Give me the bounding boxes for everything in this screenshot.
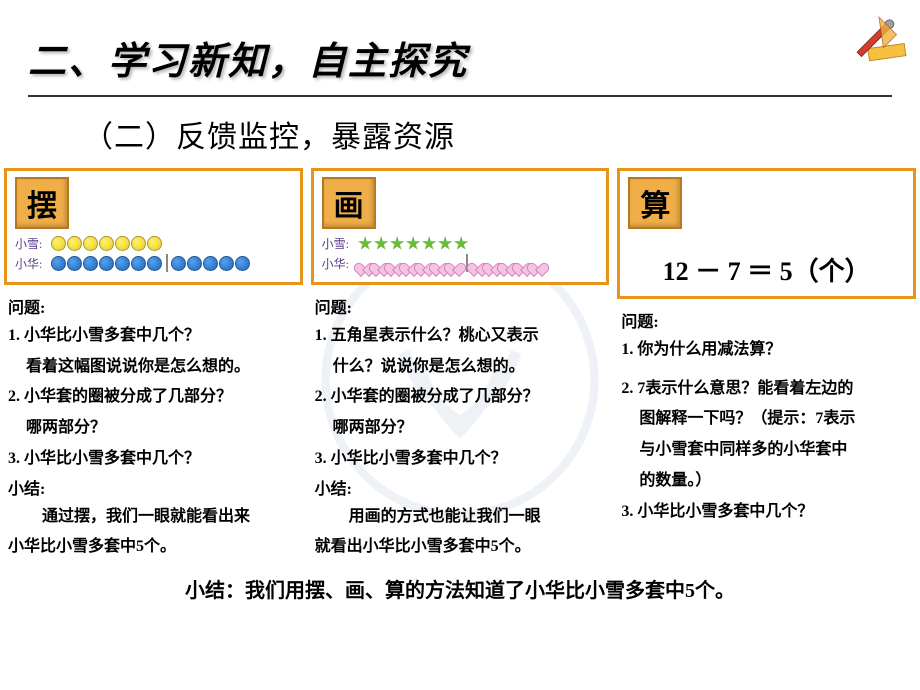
question-line: 哪两部分？ [8,416,299,441]
card: 摆小雪: 小华: [4,168,303,285]
summary-header: 小结: [8,478,299,503]
summary-line: 就看出小华比小雪多套中5个。 [315,535,606,560]
question-line: 3. 小华比小雪多套中几个？ [621,500,912,525]
question-line: 的数量。） [621,469,912,494]
question-block: 问题:1. 五角星表示什么？桃心又表示什么？说说你是怎么想的。 2. 小华套的圈被… [311,285,610,566]
question-line: 与小雪套中同样多的小华套中 [621,438,912,463]
question-block: 问题:1. 你为什么用减法算？ 2. 7表示什么意思？能看着左边的图解释一下吗？（… [617,299,916,531]
row-label: 小华: [15,255,47,272]
question-line: 2. 7表示什么意思？能看着左边的 [621,377,912,402]
question-line: 1. 五角星表示什么？桃心又表示 [315,324,606,349]
visual-rows: 小雪: 小华: [15,235,292,272]
question-line: 图解释一下吗？（提示：7表示 [621,407,912,432]
slide-page: 二、学习新知，自主探究 （二）反馈监控，暴露资源 摆小雪:小华:问题:1. 小华… [0,0,920,613]
subtitle: （二）反馈监控，暴露资源 [83,112,892,156]
question-header: 问题: [315,297,606,322]
equation: 12 － 7 ＝ 5（个） [628,251,905,288]
main-title: 二、学习新知，自主探究 [28,30,892,85]
column-1: 画小雪: 小华: 问题:1. 五角星表示什么？桃心又表示什么？说说你是怎么想的。 2.… [311,168,610,566]
question-line: 3. 小华比小雪多套中几个？ [8,447,299,472]
question-block: 问题:1. 小华比小雪多套中几个？ 看着这幅图说说你是怎么想的。 2. 小华套的圈被… [4,285,303,566]
summary-line: 小华比小雪多套中5个。 [8,535,299,560]
question-line: 1. 你为什么用减法算？ [621,338,912,363]
row-label: 小雪: [15,235,47,252]
column-0: 摆小雪: 小华: 问题:1. 小华比小雪多套中几个？ 看着这幅图说说你是怎么想的。 2.… [4,168,303,566]
question-line: 什么？说说你是怎么想的。 [315,355,606,380]
row-label: 小雪: [322,235,354,252]
badge: 算 [628,177,682,229]
question-line: 2. 小华套的圈被分成了几部分？ [315,385,606,410]
badge: 摆 [15,177,69,229]
row-label: 小华: [322,255,354,272]
summary-line: 通过摆，我们一眼就能看出来 [8,505,299,530]
summary-header: 小结: [315,478,606,503]
question-line: 3. 小华比小雪多套中几个？ [315,447,606,472]
question-line: 看着这幅图说说你是怎么想的。 [8,355,299,380]
column-2: 算 12 － 7 ＝ 5（个） 问题:1. 你为什么用减法算？ 2. 7表示什么意思？… [617,168,916,566]
summary-line: 用画的方式也能让我们一眼 [315,505,606,530]
card: 算 12 － 7 ＝ 5（个） [617,168,916,299]
three-columns: 摆小雪:小华:问题:1. 小华比小雪多套中几个？看着这幅图说说你是怎么想的。2.… [4,168,916,566]
question-line: 哪两部分？ [315,416,606,441]
visual-rows: 小雪: 小华: [322,235,599,272]
question-line: 1. 小华比小雪多套中几个？ [8,324,299,349]
question-header: 问题: [621,311,912,336]
title-divider [28,95,892,97]
question-line: 2. 小华套的圈被分成了几部分？ [8,385,299,410]
card: 画小雪: 小华: [311,168,610,285]
question-header: 问题: [8,297,299,322]
badge: 画 [322,177,376,229]
bottom-summary: 小结：我们用摆、画、算的方法知道了小华比小雪多套中5个。 [28,574,892,603]
